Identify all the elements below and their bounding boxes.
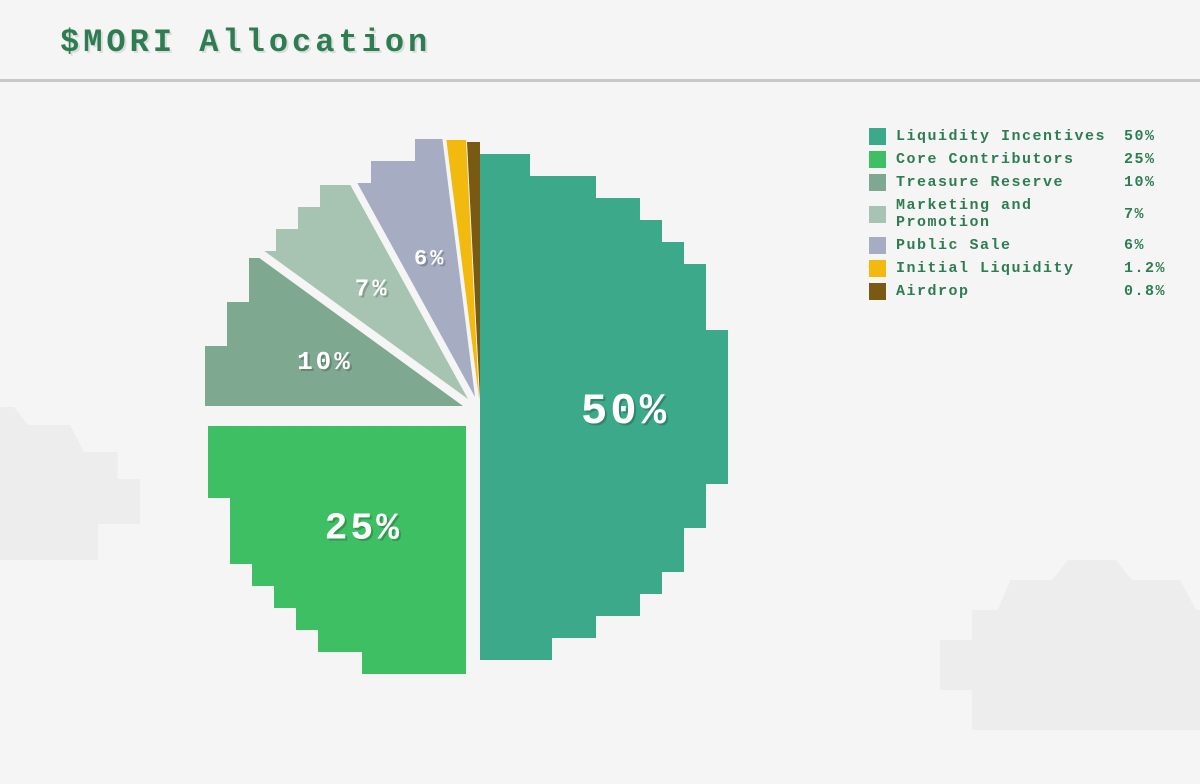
legend-swatch xyxy=(869,260,886,277)
legend-value: 25% xyxy=(1124,151,1168,168)
legend-swatch xyxy=(869,237,886,254)
title-bar: $MORI Allocation xyxy=(0,0,1200,82)
legend-item: Airdrop0.8% xyxy=(869,283,1168,300)
legend-swatch xyxy=(869,151,886,168)
legend-label: Treasure Reserve xyxy=(896,174,1124,191)
legend-item: Marketing and Promotion7% xyxy=(869,197,1168,231)
legend-value: 7% xyxy=(1124,206,1168,223)
page-title: $MORI Allocation xyxy=(60,24,1140,61)
pie-chart: 50%25%10%7%6% xyxy=(30,122,780,742)
legend-value: 0.8% xyxy=(1124,283,1168,300)
legend-item: Initial Liquidity1.2% xyxy=(869,260,1168,277)
legend-value: 1.2% xyxy=(1124,260,1168,277)
legend-value: 6% xyxy=(1124,237,1168,254)
legend-label: Liquidity Incentives xyxy=(896,128,1124,145)
legend-swatch xyxy=(869,283,886,300)
legend-label: Airdrop xyxy=(896,283,1124,300)
legend-label: Public Sale xyxy=(896,237,1124,254)
pie-slice xyxy=(200,120,760,680)
legend-swatch xyxy=(869,174,886,191)
legend-swatch xyxy=(869,206,886,223)
legend: Liquidity Incentives50%Core Contributors… xyxy=(869,128,1168,306)
legend-item: Liquidity Incentives50% xyxy=(869,128,1168,145)
legend-label: Core Contributors xyxy=(896,151,1124,168)
legend-item: Treasure Reserve10% xyxy=(869,174,1168,191)
legend-label: Initial Liquidity xyxy=(896,260,1124,277)
legend-swatch xyxy=(869,128,886,145)
legend-value: 10% xyxy=(1124,174,1168,191)
legend-value: 50% xyxy=(1124,128,1168,145)
legend-item: Public Sale6% xyxy=(869,237,1168,254)
legend-item: Core Contributors25% xyxy=(869,151,1168,168)
legend-label: Marketing and Promotion xyxy=(896,197,1124,231)
